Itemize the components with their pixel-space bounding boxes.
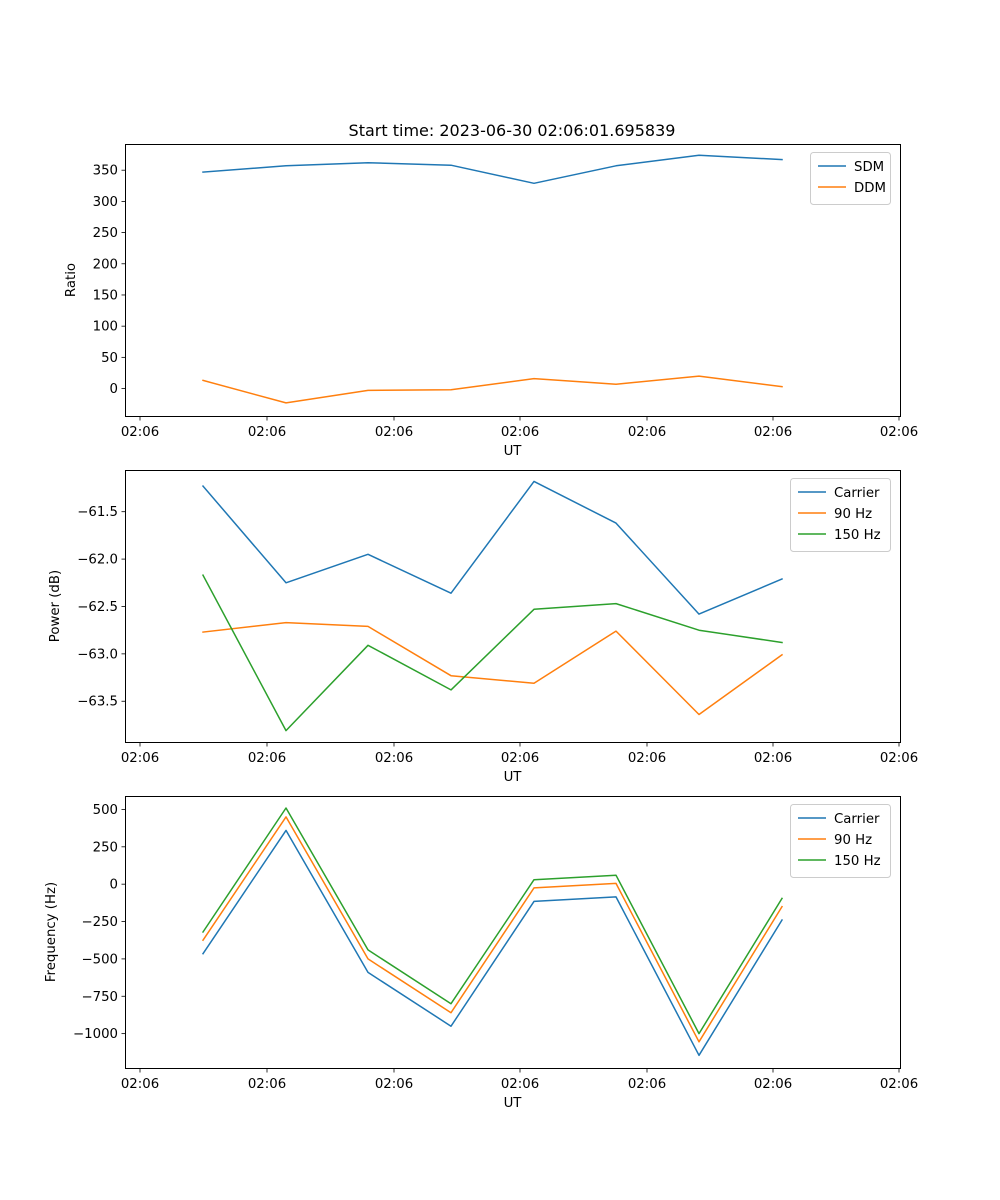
x-tick-label: 02:06: [628, 425, 666, 440]
legend: Carrier 90 Hz 150 Hz: [790, 804, 891, 878]
series-line-90-hz: [202, 621, 784, 716]
x-tick-label: 02:06: [754, 425, 792, 440]
y-tick-label: −62.5: [77, 600, 118, 615]
legend-entry-label: Carrier: [834, 812, 880, 827]
axes-frame: [125, 470, 901, 743]
y-axis-label: Ratio: [64, 263, 79, 297]
y-tick-label: 100: [93, 320, 118, 335]
y-tick-label: 50: [101, 351, 118, 366]
x-tick-label: 02:06: [121, 1077, 159, 1092]
x-tick-label: 02:06: [375, 425, 413, 440]
axes-frame: [125, 144, 901, 417]
x-tick-label: 02:06: [248, 425, 286, 440]
legend-entry-label: 150 Hz: [834, 854, 881, 869]
legend-entry-label: 150 Hz: [834, 528, 881, 543]
y-tick-label: 500: [93, 803, 118, 818]
x-tick-label: 02:06: [248, 751, 286, 766]
x-tick-label: 02:06: [501, 1077, 539, 1092]
legend-entry-label: DDM: [854, 181, 886, 196]
y-tick-label: 250: [93, 840, 118, 855]
x-axis-label: UT: [504, 444, 523, 459]
x-tick-label: 02:06: [121, 425, 159, 440]
y-tick-label: 350: [93, 164, 118, 179]
y-tick-label: 0: [110, 878, 118, 893]
ratio-panel: 0 50 100 150 200 250 300 350 02:06 02:06 02:06 02:0…: [64, 144, 918, 459]
y-tick-label: −62.0: [77, 553, 118, 568]
y-tick-label: 150: [93, 288, 118, 303]
x-tick-label: 02:06: [121, 751, 159, 766]
x-tick-label: 02:06: [248, 1077, 286, 1092]
legend: Carrier 90 Hz 150 Hz: [790, 478, 891, 552]
series-line-carrier: [201, 480, 783, 615]
y-tick-label: −61.5: [77, 505, 118, 520]
series-line-150-hz: [201, 807, 784, 1035]
x-tick-label: 02:06: [754, 1077, 792, 1092]
y-tick-label: −500: [81, 952, 118, 967]
x-axis-label: UT: [504, 1096, 523, 1111]
legend: SDM DDM: [810, 152, 891, 205]
legend-entry-label: SDM: [854, 160, 884, 175]
y-tick-label: −250: [81, 915, 118, 930]
series-line-ddm: [202, 375, 783, 404]
axes-frame: [125, 796, 901, 1069]
x-tick-label: 02:06: [880, 751, 918, 766]
chart-title: Start time: 2023-06-30 02:06:01.695839: [349, 121, 676, 140]
series-line-carrier: [201, 829, 784, 1057]
y-tick-label: −63.0: [77, 647, 118, 662]
legend-entry-label: 90 Hz: [834, 507, 872, 522]
y-tick-label: −750: [81, 990, 118, 1005]
x-tick-label: 02:06: [628, 751, 666, 766]
x-tick-label: 02:06: [375, 1077, 413, 1092]
x-tick-label: 02:06: [754, 751, 792, 766]
x-tick-label: 02:06: [501, 425, 539, 440]
y-tick-label: −1000: [73, 1027, 118, 1042]
y-tick-label: 250: [93, 226, 118, 241]
x-tick-label: 02:06: [375, 751, 413, 766]
x-axis-label: UT: [504, 770, 523, 785]
legend-entry-label: 90 Hz: [834, 833, 872, 848]
y-axis-label: Frequency (Hz): [44, 882, 59, 982]
series-line-sdm: [202, 154, 783, 185]
x-tick-label: 02:06: [880, 1077, 918, 1092]
series-line-90-hz: [201, 816, 784, 1043]
y-tick-label: 200: [93, 257, 118, 272]
y-tick-label: 0: [110, 382, 118, 397]
power-panel: −63.5 −63.0 −62.5 −62.0 −61.5 02:06 02:06 02:06…: [48, 470, 918, 785]
x-tick-label: 02:06: [501, 751, 539, 766]
y-axis-label: Power (dB): [48, 570, 63, 642]
y-tick-label: −63.5: [77, 695, 118, 710]
legend-entry-label: Carrier: [834, 486, 880, 501]
x-tick-label: 02:06: [628, 1077, 666, 1092]
y-tick-label: 300: [93, 195, 118, 210]
series-line-150-hz: [201, 574, 783, 732]
x-tick-label: 02:06: [880, 425, 918, 440]
frequency-panel: −1000 −750 −500 −250 0 250 500 02:06 02:06 02:06 0…: [44, 796, 918, 1111]
